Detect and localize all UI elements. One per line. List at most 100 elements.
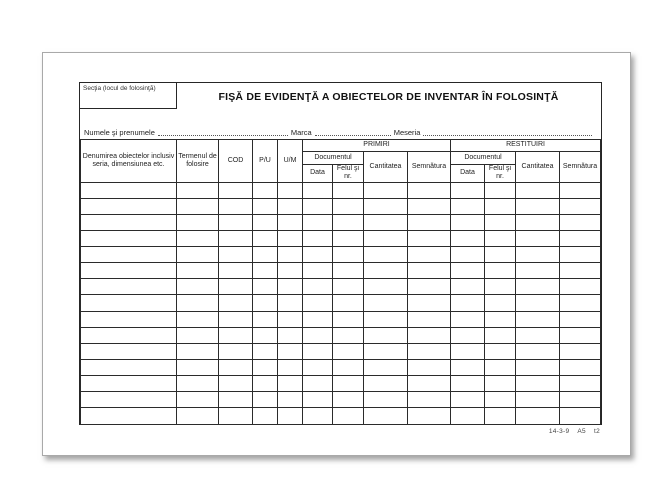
empty-cell — [252, 374, 278, 393]
form-code-number: 14-3-9 — [548, 428, 570, 435]
empty-cell — [515, 294, 561, 312]
table-row — [80, 181, 602, 199]
empty-cell — [406, 391, 452, 409]
empty-cell — [363, 391, 408, 409]
empty-cell — [176, 326, 219, 344]
paper-sheet: Secţia (locul de folosinţă) FIŞĂ DE EVID… — [42, 52, 631, 456]
form-code-format: A5 — [577, 428, 586, 435]
empty-cell — [559, 294, 602, 312]
empty-cell — [277, 374, 303, 393]
empty-cell — [277, 342, 303, 360]
empty-cell — [252, 407, 278, 425]
empty-cell — [332, 197, 364, 215]
empty-cell — [515, 326, 561, 344]
table-row — [80, 326, 602, 344]
empty-cell — [218, 358, 253, 377]
empty-cell — [406, 407, 452, 425]
empty-cell — [484, 278, 517, 296]
empty-cell — [218, 181, 253, 199]
subheader-documentul-primiri: Documentul — [302, 150, 364, 165]
table-row — [80, 391, 602, 409]
empty-cell — [406, 278, 452, 296]
empty-cell — [484, 310, 517, 328]
empty-cell — [252, 310, 278, 328]
empty-cell — [252, 358, 278, 377]
inventory-table: Denumirea obiectelor inclusiv seria, dim… — [80, 138, 602, 425]
table-row — [80, 342, 602, 360]
empty-cell — [450, 229, 486, 248]
empty-cell — [218, 278, 253, 296]
empty-cell — [252, 229, 278, 248]
empty-cell — [218, 245, 253, 264]
empty-cell — [302, 229, 333, 248]
dotted-line — [423, 128, 592, 136]
form-code: 14-3-9 A5 t2 — [549, 428, 600, 435]
empty-cell — [515, 374, 561, 393]
empty-cell — [176, 358, 219, 377]
empty-cell — [515, 213, 561, 231]
empty-cell — [450, 294, 486, 312]
empty-cell — [406, 245, 452, 264]
empty-cell — [406, 358, 452, 377]
subheader-cantitatea-primiri: Cantitatea — [363, 150, 408, 183]
empty-cell — [450, 358, 486, 377]
empty-cell — [332, 229, 364, 248]
empty-cell — [363, 374, 408, 393]
empty-cell — [406, 197, 452, 215]
empty-cell — [302, 342, 333, 360]
empty-cell — [176, 213, 219, 231]
header-row-groups: Denumirea obiectelor inclusiv seria, dim… — [80, 138, 602, 183]
empty-cell — [450, 181, 486, 199]
empty-cell — [332, 181, 364, 199]
empty-cell — [363, 229, 408, 248]
empty-cell — [363, 245, 408, 264]
empty-cell — [484, 262, 517, 280]
table-header: Denumirea obiectelor inclusiv seria, dim… — [80, 138, 602, 183]
empty-cell — [302, 374, 333, 393]
empty-cell — [302, 197, 333, 215]
subheader-cantitatea-restituiri: Cantitatea — [515, 150, 561, 183]
empty-cell — [302, 358, 333, 377]
empty-cell — [80, 262, 177, 280]
empty-cell — [559, 310, 602, 328]
empty-cell — [176, 391, 219, 409]
subheader-felul-primiri: Felul şi nr. — [332, 163, 364, 183]
empty-cell — [559, 358, 602, 377]
table-row — [80, 197, 602, 215]
empty-cell — [218, 391, 253, 409]
empty-cell — [218, 310, 253, 328]
empty-cell — [277, 181, 303, 199]
empty-cell — [218, 407, 253, 425]
empty-cell — [302, 294, 333, 312]
empty-cell — [80, 326, 177, 344]
empty-cell — [515, 391, 561, 409]
empty-cell — [218, 294, 253, 312]
table-row — [80, 294, 602, 312]
empty-cell — [559, 213, 602, 231]
empty-cell — [252, 278, 278, 296]
empty-cell — [484, 294, 517, 312]
empty-cell — [302, 245, 333, 264]
empty-cell — [332, 342, 364, 360]
empty-cell — [406, 181, 452, 199]
empty-cell — [450, 310, 486, 328]
empty-cell — [332, 374, 364, 393]
subheader-semnatura-restituiri: Semnătura — [559, 150, 602, 183]
empty-cell — [363, 262, 408, 280]
col-header-termenul: Termenul de folosire — [176, 138, 219, 183]
empty-cell — [559, 326, 602, 344]
empty-cell — [176, 407, 219, 425]
empty-cell — [176, 262, 219, 280]
table-row — [80, 245, 602, 264]
empty-cell — [559, 197, 602, 215]
empty-cell — [252, 245, 278, 264]
empty-cell — [218, 374, 253, 393]
empty-cell — [80, 213, 177, 231]
empty-cell — [80, 181, 177, 199]
empty-cell — [484, 229, 517, 248]
empty-cell — [80, 310, 177, 328]
empty-cell — [484, 342, 517, 360]
empty-cell — [363, 342, 408, 360]
empty-cell — [302, 391, 333, 409]
marca-label: Marca — [290, 128, 312, 137]
